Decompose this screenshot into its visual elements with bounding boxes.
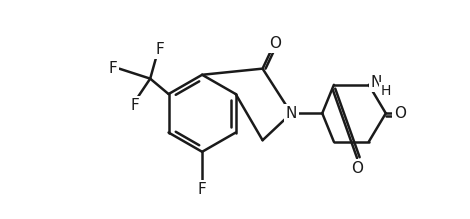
Text: F: F (156, 42, 164, 57)
Text: N: N (371, 75, 382, 90)
Text: F: F (198, 182, 206, 197)
Text: N: N (286, 106, 297, 121)
Text: O: O (269, 36, 281, 51)
Text: O: O (351, 161, 363, 176)
Text: F: F (130, 98, 139, 113)
Text: O: O (394, 106, 406, 121)
Text: H: H (381, 84, 391, 98)
Text: F: F (109, 61, 118, 76)
